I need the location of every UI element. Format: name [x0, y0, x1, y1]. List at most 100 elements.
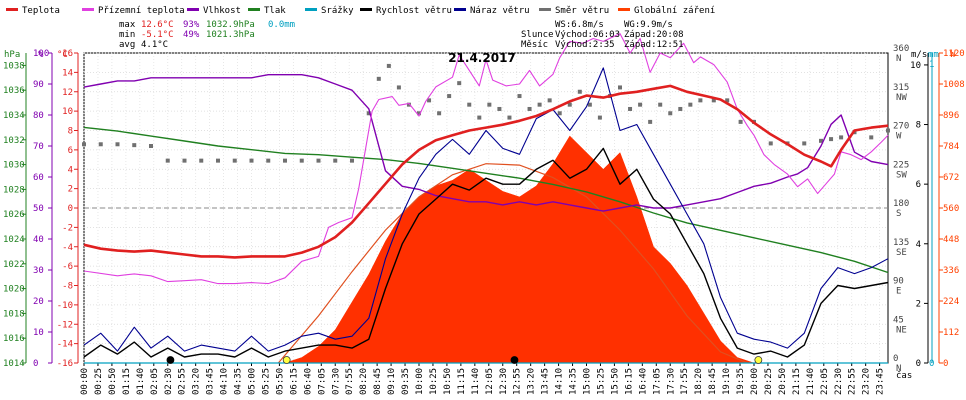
astro-moonrise: Východ:2:35: [555, 40, 615, 50]
wind-tick-label: 4: [916, 240, 921, 250]
direction-point: [406, 102, 411, 107]
radiation-tick-label: 1120: [943, 49, 965, 59]
temp-tick-label: -2: [62, 223, 73, 233]
direction-point: [517, 94, 522, 99]
direction-point: [738, 119, 743, 124]
legend-label: Srážky: [321, 6, 354, 16]
wind-tick-label: 10: [910, 61, 921, 71]
direction-point: [199, 158, 204, 163]
temp-unit: °C: [57, 50, 68, 60]
direction-point: [216, 158, 220, 163]
legend-swatch: [360, 8, 372, 11]
direction-tick-name: N: [896, 54, 901, 64]
wind-tick-label: 0: [916, 359, 921, 369]
series-tlak: [83, 126, 889, 274]
x-tick-label: 15:25: [596, 368, 606, 395]
humidity-axis: 0 10 20 30 40 50 60 70 80 90 100%: [33, 49, 53, 369]
temp-tick-label: 2: [68, 185, 73, 195]
temp-tick-label: 4: [68, 165, 73, 175]
x-tick-label: 08:20: [359, 368, 369, 395]
direction-point: [232, 158, 237, 163]
humidity-unit: %: [38, 50, 44, 60]
x-axis: 00:00 00:25 00:50 01:15 01:40 02:05 02:30 02:55…: [80, 363, 886, 395]
stats-avg-label: avg: [119, 40, 135, 50]
series-vlhkost: [83, 74, 889, 212]
x-tick-label: 15:00: [583, 368, 593, 395]
direction-point: [567, 102, 572, 107]
direction-point: [467, 102, 472, 107]
stats-min-label: min: [119, 30, 135, 40]
x-tick-label: 02:05: [150, 368, 160, 395]
humidity-tick-label: 50: [33, 204, 44, 214]
x-axis-unit: čas: [896, 370, 912, 381]
wind-tick-label: 6: [916, 180, 921, 190]
radiation-tick-label: 672: [943, 173, 959, 183]
hpa-tick-label: 1038: [3, 61, 25, 71]
direction-point: [457, 81, 462, 86]
radiation-tick-label: 0: [943, 359, 948, 369]
direction-point: [577, 89, 582, 94]
direction-point: [437, 111, 442, 116]
stats-avg-temp: 4.1°C: [141, 40, 168, 50]
x-tick-label: 07:05: [317, 368, 327, 395]
radiation-tick-label: 784: [943, 142, 959, 152]
legend-swatch: [539, 8, 551, 11]
x-tick-label: 10:50: [443, 368, 453, 395]
stats-max-hum: 93%: [183, 20, 200, 30]
direction-point: [497, 106, 502, 111]
stats-min-press: 1021.3hPa: [206, 30, 255, 40]
moonrise-marker: [166, 356, 175, 364]
direction-tick-name: S: [896, 209, 901, 219]
direction-tick-label: 360: [893, 44, 909, 54]
direction-tick-name: SW: [896, 170, 907, 180]
astro-wg: WG:9.9m/s: [624, 20, 673, 30]
astro: WS:6.8m/s WG:9.9m/s Slunce Východ:06:03 Zápa…: [521, 20, 684, 50]
radiation-tick-label: 560: [943, 204, 959, 214]
legend-label: Vlhkost: [203, 6, 241, 16]
direction-point: [869, 135, 874, 140]
sunrise-marker: [282, 356, 291, 364]
x-tick-label: 01:40: [136, 368, 146, 395]
humidity-tick-label: 60: [33, 173, 44, 183]
x-tick-label: 10:00: [415, 368, 425, 395]
legend-swatch: [305, 8, 317, 11]
temp-tick-label: 10: [62, 107, 73, 117]
direction-point: [698, 98, 703, 103]
hpa-tick-label: 1018: [3, 309, 25, 319]
x-tick-label: 20:00: [750, 368, 760, 395]
series-naraz-vetru: [83, 67, 889, 352]
direction-point: [688, 102, 693, 107]
x-tick-label: 00:00: [80, 368, 90, 395]
direction-tick-name: E: [896, 287, 901, 297]
astro-moon-label: Měsíc: [521, 40, 548, 50]
x-tick-label: 22:30: [834, 368, 844, 395]
humidity-tick-label: 80: [33, 111, 44, 121]
x-tick-label: 20:25: [764, 368, 774, 395]
x-tick-label: 17:30: [666, 368, 676, 395]
x-tick-label: 22:55: [848, 368, 858, 395]
temp-tick-label: -16: [57, 359, 73, 369]
x-tick-label: 04:10: [220, 368, 230, 395]
direction-point: [886, 128, 890, 133]
direction-point: [819, 138, 823, 143]
direction-point: [487, 102, 492, 107]
legend-swatch: [454, 8, 466, 11]
x-tick-label: 00:25: [94, 368, 104, 395]
x-tick-label: 16:40: [638, 368, 648, 395]
x-tick-label: 12:05: [485, 368, 495, 395]
humidity-tick-label: 20: [33, 297, 44, 307]
hpa-tick-label: 1034: [3, 111, 25, 121]
series-globalni-zareni: [284, 135, 755, 364]
legend-label: Náraz větru: [470, 6, 530, 16]
stats-max-temp: 12.6°C: [141, 20, 174, 30]
temp-tick-label: 14: [62, 68, 73, 78]
x-tick-label: 02:55: [178, 368, 188, 395]
x-tick-label: 16:15: [624, 368, 634, 395]
x-tick-label: 03:45: [206, 368, 216, 395]
series-rychlost-vetru: [83, 147, 889, 358]
hpa-tick-label: 1032: [3, 136, 25, 146]
direction-point: [658, 102, 663, 107]
